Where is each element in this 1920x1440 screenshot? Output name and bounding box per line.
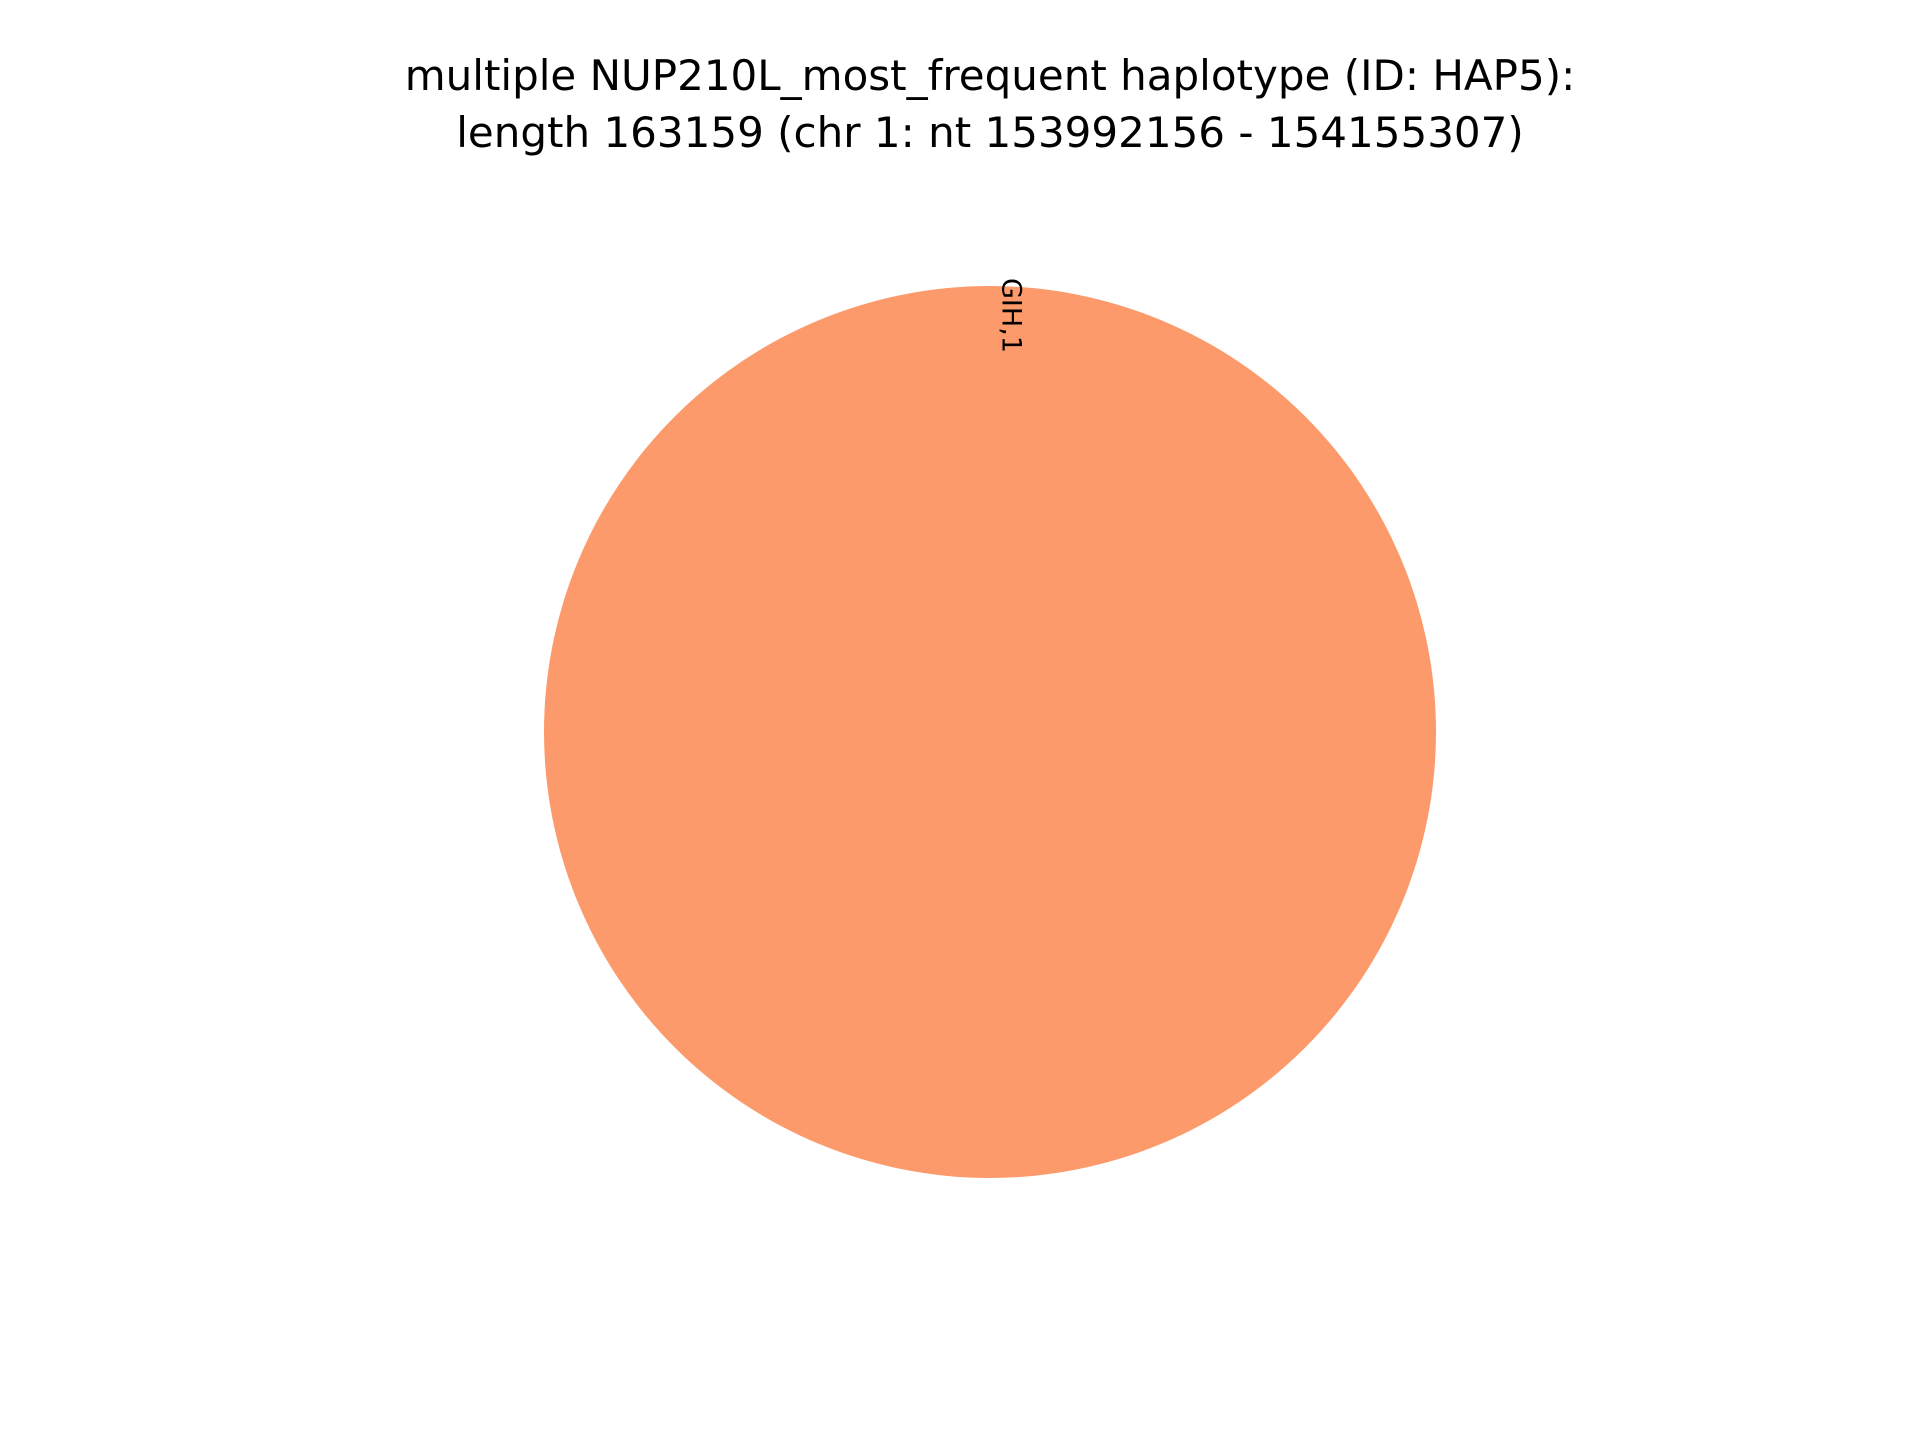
pie-slice-label: GIH,1 [996, 278, 1027, 353]
pie-slice [544, 286, 1436, 1178]
pie-slices [544, 286, 1436, 1178]
chart-title-line-1: multiple NUP210L_most_frequent haplotype… [405, 51, 1575, 100]
pie-labels: GIH,1 [996, 278, 1027, 353]
chart-title-line-2: length 163159 (chr 1: nt 153992156 - 154… [456, 108, 1524, 157]
